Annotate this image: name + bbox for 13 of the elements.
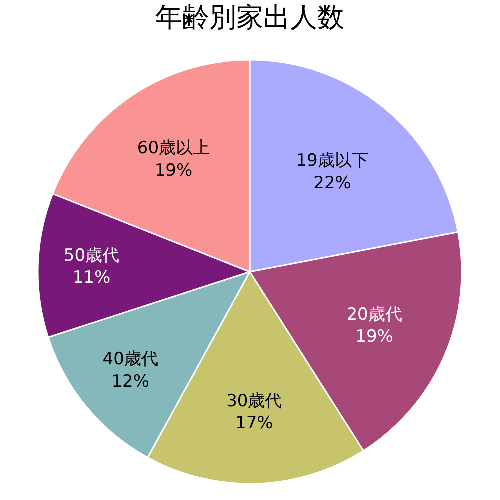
slice-label: 60歳以上 xyxy=(137,138,210,159)
data-label: 12% xyxy=(112,372,150,392)
slice-label: 50歳代 xyxy=(64,246,120,266)
data-label: 17% xyxy=(236,413,274,434)
slice-label: 30歳代 xyxy=(226,391,282,412)
data-label: 19% xyxy=(154,160,193,181)
chart-title: 年齢別家出人数 xyxy=(156,2,344,34)
slice-label: 19歳以下 xyxy=(296,151,369,172)
data-label: 22% xyxy=(314,173,352,194)
data-label: 11% xyxy=(72,268,111,288)
slice-label: 40歳代 xyxy=(102,350,158,370)
slice-label: 20歳代 xyxy=(346,304,402,325)
data-label: 19% xyxy=(356,326,394,347)
